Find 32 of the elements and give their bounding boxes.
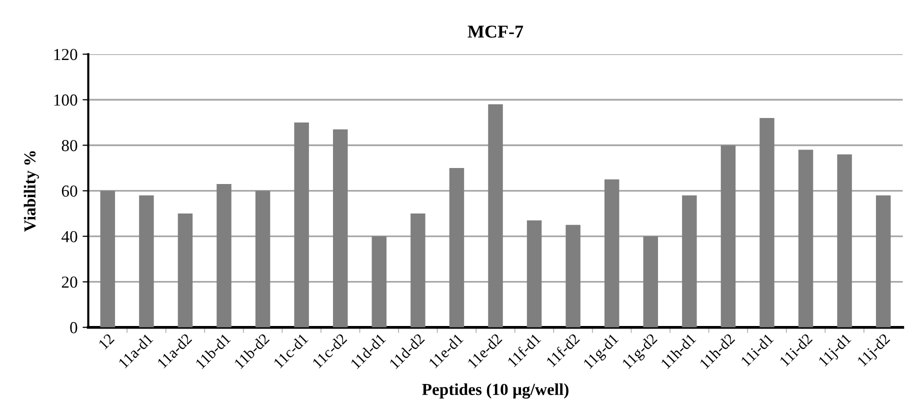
bar	[798, 150, 814, 328]
bar	[760, 118, 774, 328]
bar	[139, 195, 154, 328]
bar	[100, 190, 116, 328]
bar	[372, 236, 387, 328]
bar	[332, 129, 348, 328]
y-tick-label: 0	[70, 322, 78, 334]
y-tick-label: 20	[62, 276, 78, 288]
x-tick-label: 12	[98, 333, 115, 350]
y-tick-label: 80	[62, 140, 78, 152]
bar	[216, 184, 232, 328]
bar	[410, 214, 426, 328]
bar	[178, 214, 193, 328]
bar	[488, 104, 503, 328]
bar	[294, 122, 309, 328]
bar	[449, 168, 464, 328]
bar	[526, 220, 542, 328]
bar	[604, 179, 620, 328]
bar	[566, 224, 580, 328]
bar	[255, 190, 270, 328]
chart-title: MCF-7	[468, 26, 524, 38]
y-axis-title: Viability %	[24, 151, 39, 232]
y-tick-label: 100	[54, 94, 78, 106]
x-axis-title: Peptides (10 μg/well)	[422, 383, 568, 399]
y-tick-label: 60	[62, 185, 78, 197]
bar	[720, 145, 736, 328]
y-tick-label: 40	[62, 231, 78, 242]
bar	[643, 236, 658, 328]
bar	[682, 195, 697, 328]
y-tick-label: 120	[54, 48, 78, 60]
bar	[837, 154, 852, 328]
bar	[876, 195, 891, 328]
